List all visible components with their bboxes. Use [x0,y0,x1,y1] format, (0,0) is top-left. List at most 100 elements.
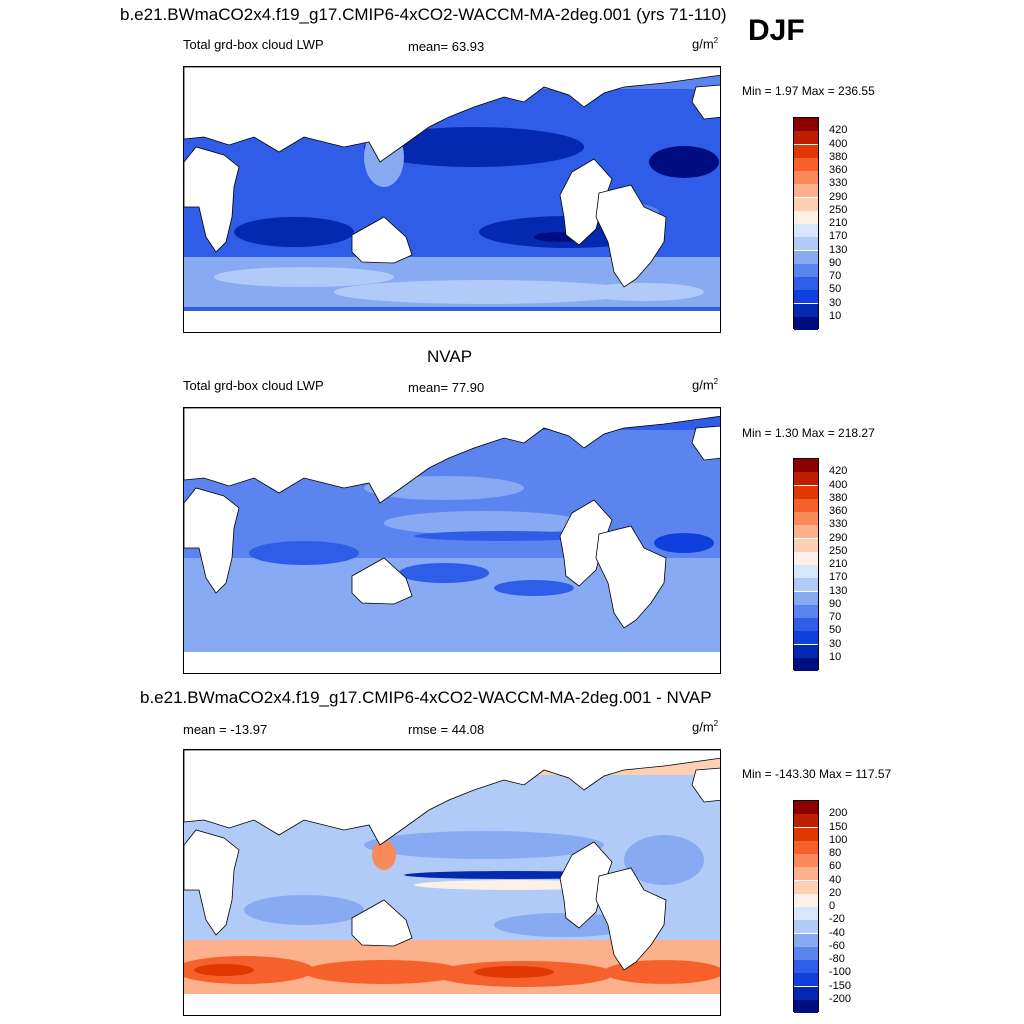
colorbar-3-swatch [794,854,818,868]
colorbar-2-swatch [794,512,818,526]
colorbar-2-swatch [794,578,818,592]
colorbar-1-tick-label: 400 [829,137,848,150]
colorbar-2-tick-label: 400 [829,478,848,491]
panel-2-variable-label: Total grd-box cloud LWP [183,378,324,393]
colorbar-3-tick-label: -200 [829,992,852,1005]
panel-2-units: g/m2 [692,377,719,393]
colorbar-1-swatch [794,224,818,238]
colorbar-1-swatch [794,144,818,158]
colorbar-3-swatch [794,973,818,987]
colorbar-3-tick-label: 20 [829,886,842,899]
panel-1-minmax: Min = 1.97 Max = 236.55 [742,84,875,98]
colorbar-3-swatch [794,867,818,881]
colorbar-2-tick-label: 130 [829,584,848,597]
colorbar-1-tick-label: 210 [829,217,848,229]
colorbar-1-swatch [794,131,818,145]
colorbar-1-tick-label: 170 [829,230,848,243]
colorbar-1-swatch [794,237,818,251]
colorbar-2-tick-label: 90 [829,597,842,610]
panel-1-title: b.e21.BWmaCO2x4.f19_g17.CMIP6-4xCO2-WACC… [120,5,727,24]
colorbar-2-tick-label: 360 [829,505,848,517]
colorbar-3-swatch [794,960,818,974]
colorbar-2-tick-label: 210 [829,558,848,570]
panel-1-mean-label: mean= 63.93 [408,39,485,54]
colorbar-3-tick-label: -150 [829,979,852,992]
colorbar-3-swatch [794,999,818,1013]
colorbar-2-swatch [794,525,818,539]
panel-2-map [183,407,721,674]
panel-3-minmax: Min = -143.30 Max = 117.57 [742,767,892,781]
panel-3-field [184,750,720,1015]
colorbar-2-tick-label: 10 [829,650,842,663]
panel-3-mean-label: mean = -13.97 [183,722,268,737]
colorbar-1-swatch [794,250,818,264]
colorbar-3-tick-label: 40 [829,873,842,886]
colorbar-1-swatch [794,157,818,171]
colorbar-3-swatch [794,893,818,907]
colorbar-3-swatch [794,986,818,1000]
colorbar-2-swatch [794,538,818,552]
colorbar-1-swatch [794,118,818,132]
colorbar-2-swatch [794,631,818,645]
colorbar-1-tick-label: 290 [829,190,848,203]
colorbar-1 [793,117,819,330]
colorbar-1-tick-label: 50 [829,283,842,296]
colorbar-2-tick-label: 70 [829,611,842,623]
colorbar-1-tick-label: 10 [829,309,842,322]
colorbar-3-tick-label: -40 [829,926,845,939]
colorbar-1-tick-label: 90 [829,256,842,269]
colorbar-2-swatch [794,551,818,565]
colorbar-1-swatch [794,290,818,304]
colorbar-2-tick-label: 380 [829,491,848,504]
colorbar-1-tick-label: 250 [829,203,848,216]
colorbar-2-swatch [794,498,818,512]
colorbar-2 [793,458,819,671]
colorbar-1-swatch [794,303,818,317]
colorbar-2-swatch [794,591,818,605]
panel-1-units: g/m2 [692,36,719,52]
colorbar-2-swatch [794,472,818,486]
colorbar-1-swatch [794,210,818,224]
colorbar-3-swatch [794,880,818,894]
colorbar-2-tick-label: 420 [829,465,848,478]
colorbar-3-tick-label: 150 [829,820,848,833]
colorbar-3-swatch [794,946,818,960]
colorbar-1-swatch [794,277,818,291]
colorbar-3-swatch [794,827,818,841]
colorbar-3-tick-label: -80 [829,953,845,965]
colorbar-2-tick-label: 250 [829,544,848,557]
colorbar-2-swatch [794,618,818,632]
colorbar-1-tick-label: 330 [829,177,848,190]
colorbar-2-tick-label: 50 [829,624,842,637]
colorbar-3-tick-label: -100 [829,966,852,979]
continents [184,408,720,629]
panel-2-minmax: Min = 1.30 Max = 218.27 [742,426,875,440]
colorbar-1-swatch [794,171,818,185]
colorbar-3-tick-label: 60 [829,860,842,873]
colorbar-1-swatch [794,184,818,198]
panel-2-title: NVAP [427,347,473,366]
season-label: DJF [748,14,805,47]
colorbar-2-tick-label: 170 [829,571,848,584]
panel-1-map [183,66,721,333]
colorbar-3-tick-label: -20 [829,913,845,926]
panel-3-map [183,749,721,1016]
colorbar-3-swatch [794,840,818,854]
colorbar-1-swatch [794,197,818,211]
colorbar-2-swatch [794,657,818,671]
colorbar-1-tick-label: 380 [829,150,848,163]
colorbar-3-tick-label: 0 [829,900,836,912]
colorbar-3 [793,800,819,1013]
colorbar-3-swatch [794,814,818,828]
panel-3-units: g/m2 [692,719,719,735]
panel-1-variable-label: Total grd-box cloud LWP [183,37,324,52]
colorbar-1-swatch [794,316,818,330]
colorbar-2-swatch [794,459,818,473]
colorbar-1-tick-label: 360 [829,164,848,176]
colorbar-3-tick-label: 100 [829,833,848,846]
colorbar-2-swatch [794,485,818,499]
colorbar-2-swatch [794,604,818,618]
colorbar-2-tick-label: 30 [829,637,842,650]
colorbar-3-swatch [794,920,818,934]
colorbar-2-tick-label: 290 [829,531,848,544]
